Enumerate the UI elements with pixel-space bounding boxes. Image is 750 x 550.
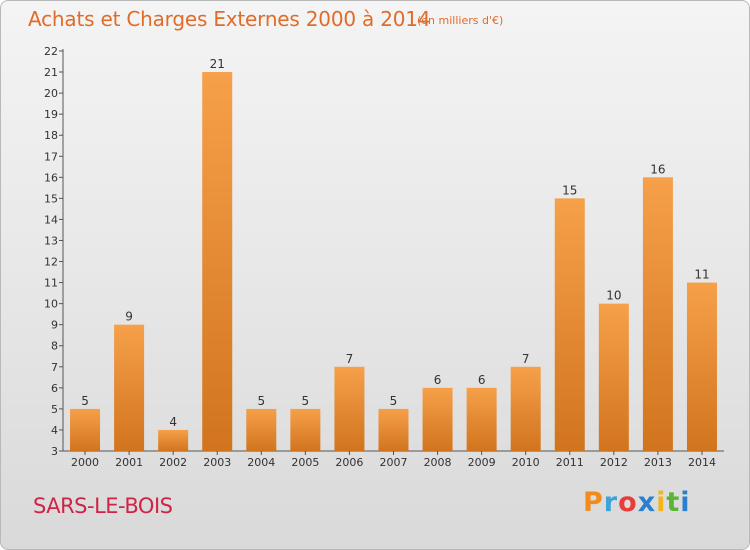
y-tick-label: 15 bbox=[44, 192, 58, 205]
logo-letter: i bbox=[680, 487, 691, 518]
value-label-2007: 5 bbox=[390, 394, 398, 408]
x-tick-label-2000: 2000 bbox=[71, 456, 99, 469]
bar-2004 bbox=[246, 408, 277, 451]
bar-2001 bbox=[114, 324, 145, 451]
y-tick-label: 7 bbox=[51, 361, 58, 374]
logo-letter: t bbox=[666, 487, 681, 518]
x-tick-label-2004: 2004 bbox=[247, 456, 275, 469]
bar-2005 bbox=[290, 408, 321, 451]
value-label-2004: 5 bbox=[257, 394, 265, 408]
logo-letter: i bbox=[656, 487, 667, 518]
value-label-2003: 21 bbox=[210, 57, 225, 71]
bar-2010 bbox=[510, 366, 541, 451]
value-label-2010: 7 bbox=[522, 352, 530, 366]
proxiti-logo[interactable]: Proxiti bbox=[583, 487, 691, 518]
y-tick-label: 5 bbox=[51, 403, 58, 416]
value-label-2011: 15 bbox=[562, 183, 577, 197]
logo-letter: x bbox=[637, 487, 657, 518]
value-label-2000: 5 bbox=[81, 394, 89, 408]
bar-2009 bbox=[466, 387, 497, 451]
y-tick-label: 10 bbox=[44, 298, 58, 311]
y-tick-label: 22 bbox=[44, 45, 58, 58]
x-tick-label-2008: 2008 bbox=[424, 456, 452, 469]
value-label-2009: 6 bbox=[478, 373, 486, 387]
chart-title: Achats et Charges Externes 2000 à 2014 bbox=[28, 7, 431, 31]
y-tick-label: 17 bbox=[44, 150, 58, 163]
y-tick-label: 16 bbox=[44, 171, 58, 184]
bar-2014 bbox=[686, 282, 717, 451]
value-label-2013: 16 bbox=[650, 162, 665, 176]
logo-letter: r bbox=[603, 487, 619, 518]
x-tick-label-2009: 2009 bbox=[468, 456, 496, 469]
y-tick-label: 4 bbox=[51, 424, 58, 437]
x-tick-label-2010: 2010 bbox=[512, 456, 540, 469]
x-tick-label-2001: 2001 bbox=[115, 456, 143, 469]
y-tick-label: 18 bbox=[44, 129, 58, 142]
x-tick-label-2011: 2011 bbox=[556, 456, 584, 469]
y-tick-label: 14 bbox=[44, 213, 58, 226]
y-tick-label: 8 bbox=[51, 340, 58, 353]
bar-2002 bbox=[158, 429, 189, 451]
bar-2007 bbox=[378, 408, 409, 451]
logo-letter: P bbox=[583, 487, 604, 518]
x-tick-label-2014: 2014 bbox=[688, 456, 716, 469]
value-label-2002: 4 bbox=[169, 415, 177, 429]
bar-2011 bbox=[554, 198, 585, 451]
bar-2012 bbox=[598, 303, 629, 451]
x-tick-label-2003: 2003 bbox=[203, 456, 231, 469]
x-tick-label-2006: 2006 bbox=[335, 456, 363, 469]
y-tick-label: 3 bbox=[51, 445, 58, 458]
x-tick-label-2002: 2002 bbox=[159, 456, 187, 469]
y-tick-label: 21 bbox=[44, 66, 58, 79]
chart-unit-note: (en milliers d'€) bbox=[417, 14, 504, 27]
bar-2000 bbox=[70, 408, 101, 451]
x-tick-label-2013: 2013 bbox=[644, 456, 672, 469]
bar-2013 bbox=[642, 177, 673, 451]
y-tick-label: 20 bbox=[44, 87, 58, 100]
value-label-2014: 11 bbox=[694, 268, 709, 282]
value-label-2006: 7 bbox=[346, 352, 354, 366]
y-tick-label: 13 bbox=[44, 234, 58, 247]
x-tick-label-2005: 2005 bbox=[291, 456, 319, 469]
y-tick-label: 11 bbox=[44, 277, 58, 290]
y-tick-label: 19 bbox=[44, 108, 58, 121]
commune-name: SARS-LE-BOIS bbox=[33, 494, 173, 518]
value-label-2012: 10 bbox=[606, 289, 621, 303]
bar-2006 bbox=[334, 366, 365, 451]
x-tick-label-2012: 2012 bbox=[600, 456, 628, 469]
y-tick-label: 6 bbox=[51, 382, 58, 395]
value-label-2005: 5 bbox=[302, 394, 310, 408]
value-label-2001: 9 bbox=[125, 310, 133, 324]
y-tick-label: 9 bbox=[51, 319, 58, 332]
x-tick-label-2007: 2007 bbox=[380, 456, 408, 469]
y-tick-label: 12 bbox=[44, 256, 58, 269]
value-label-2008: 6 bbox=[434, 373, 442, 387]
logo-letter: o bbox=[618, 487, 638, 518]
bar-2008 bbox=[422, 387, 453, 451]
bar-2003 bbox=[202, 72, 233, 451]
